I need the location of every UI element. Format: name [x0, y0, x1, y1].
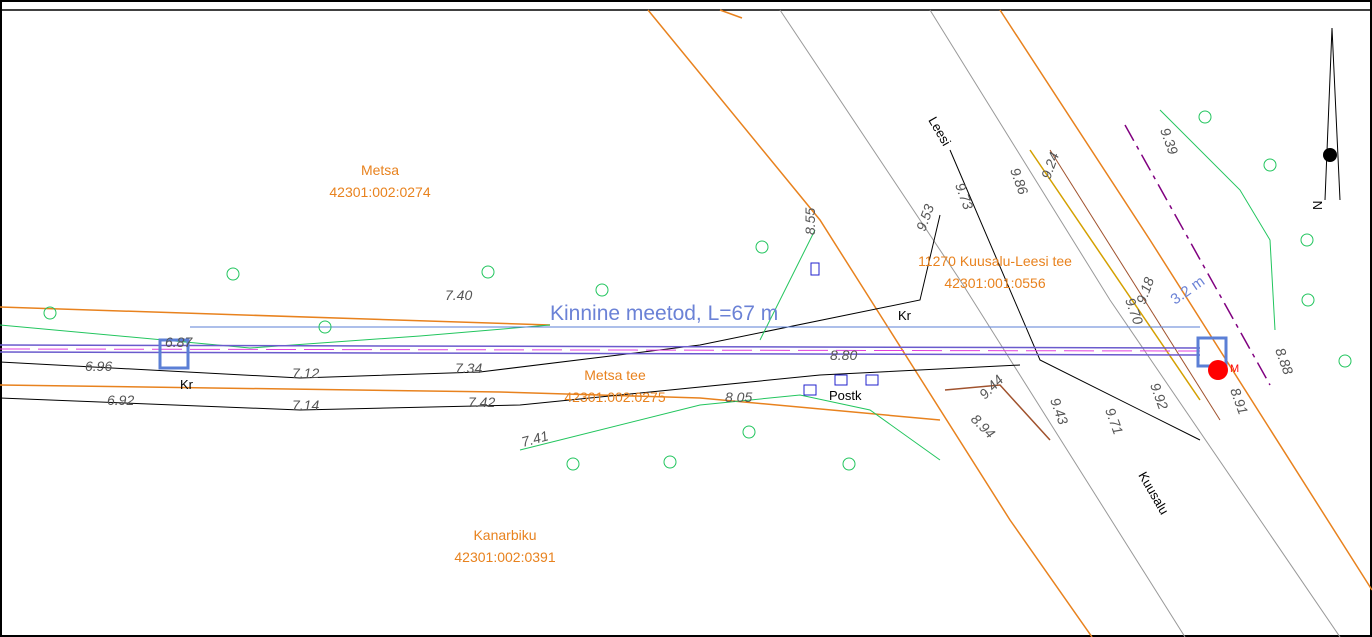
elevation-label: 6.92 [107, 392, 134, 408]
parcel-name: Kanarbiku [473, 527, 536, 543]
parcel-code: 42301:002:0391 [454, 549, 555, 565]
elevation-label: 7.14 [292, 397, 319, 413]
method-label: Kinnine meetod, L=67 m [550, 302, 778, 325]
elevation-label: 7.40 [445, 287, 472, 303]
pit-label: Kr [180, 377, 194, 392]
parcel-name: 11270 Kuusalu-Leesi tee [918, 253, 1072, 269]
parcel-name: Metsa [361, 162, 399, 178]
elevation-label: 7.12 [292, 365, 319, 381]
elevation-label: 7.42 [468, 394, 495, 410]
north-symbol [1323, 148, 1337, 162]
parcel-name: Metsa tee [584, 367, 646, 383]
elevation-label: 7.34 [455, 360, 482, 376]
elevation-label: 6.96 [85, 358, 112, 374]
north-label: N [1310, 201, 1325, 210]
parcel-code: 42301:002:0274 [329, 184, 430, 200]
map: Metsa 42301:002:0274 Kanarbiku 42301:002… [0, 0, 1372, 637]
pit-label: Kr [898, 308, 912, 323]
parcel-code: 42301:002:0275 [564, 389, 665, 405]
elevation-label: 8.55 [802, 208, 818, 235]
elevation-label: 8.80 [830, 347, 857, 363]
parcel-code: 42301:001:0556 [944, 275, 1045, 291]
page: Metsa 42301:002:0274 Kanarbiku 42301:002… [0, 0, 1372, 637]
marker-label: M [1230, 363, 1239, 375]
elevation-label: 6.87 [165, 334, 193, 350]
marker [1208, 360, 1228, 380]
elevation-label: 8.05 [725, 389, 752, 405]
post-label: Postk [829, 388, 862, 403]
